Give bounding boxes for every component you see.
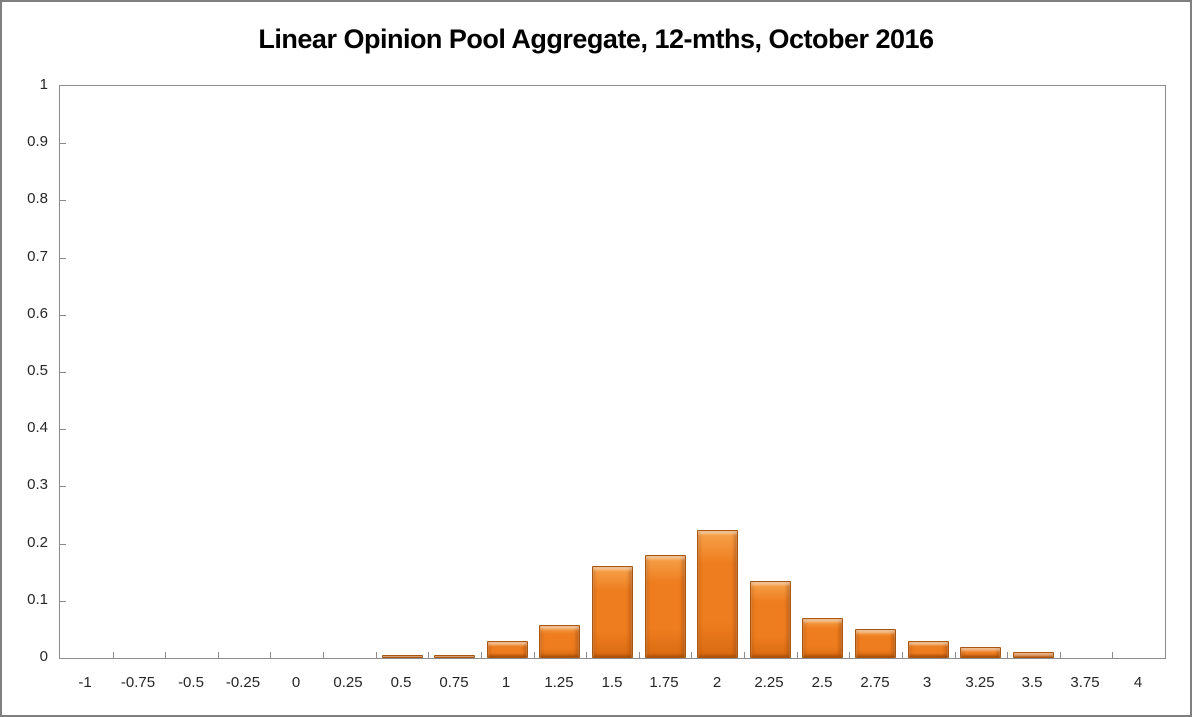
y-axis-tick-label: 0.8 [27, 190, 48, 208]
x-axis-tick-mark [955, 652, 956, 658]
x-axis-tick-label: 4 [1133, 674, 1143, 691]
bar [592, 566, 633, 658]
y-axis-tick-mark [60, 257, 66, 259]
x-axis-tick-label: 3.75 [1070, 674, 1100, 691]
y-axis-tick-label: 0.5 [27, 362, 48, 379]
x-axis-tick-label: 1 [501, 674, 511, 691]
x-axis-tick-label: 1.75 [649, 674, 679, 691]
x-axis-tick-mark [376, 652, 377, 658]
x-axis-tick-mark [849, 652, 850, 658]
x-axis-tick-mark [113, 652, 114, 658]
y-axis-tick-mark [60, 372, 66, 373]
x-axis-tick-label: 0.75 [439, 674, 469, 691]
bar [1013, 652, 1054, 658]
x-axis-tick-label: 2.75 [860, 674, 890, 691]
y-axis-tick-mark [60, 314, 66, 316]
y-axis-tick-label: 0.9 [27, 133, 48, 151]
y-axis-tick-label: 0.3 [27, 476, 48, 494]
y-axis-tick-mark [60, 143, 66, 145]
x-axis-tick-mark [481, 652, 482, 658]
plot-area [59, 85, 1166, 659]
x-axis-tick-label: 2.5 [811, 674, 833, 691]
bar [802, 618, 843, 658]
x-axis-tick-label: 3.5 [1021, 674, 1043, 691]
bar [487, 641, 528, 658]
x-axis-tick-label: -1 [78, 674, 92, 691]
x-axis-tick-label: 2.25 [754, 674, 784, 691]
bar [539, 625, 580, 658]
x-axis-tick-mark [218, 652, 219, 658]
x-axis-tick-mark [639, 652, 640, 658]
x-axis-tick-label: -0.5 [178, 674, 204, 691]
x-axis-tick-mark [1060, 652, 1061, 658]
x-axis-tick-mark [691, 652, 692, 658]
y-axis-tick-label: 0.1 [27, 590, 48, 608]
x-axis-tick-label: 0.25 [333, 674, 363, 691]
y-axis-tick-label: 0.2 [27, 533, 48, 551]
bar [855, 629, 896, 658]
x-axis-tick-label: 0 [291, 674, 301, 691]
y-axis-tick-mark [60, 543, 66, 545]
x-axis-tick-mark [902, 652, 903, 658]
bar [382, 655, 423, 658]
y-axis-tick-label: 0.7 [27, 247, 48, 265]
x-axis-tick-label: 1.25 [544, 674, 574, 691]
x-axis-tick-label: 2 [712, 674, 722, 691]
x-axis-tick-label: 1.5 [601, 674, 623, 691]
x-axis-tick-mark [428, 652, 429, 658]
bar [434, 655, 475, 658]
bar [960, 647, 1001, 658]
y-axis-tick-label: 1 [39, 76, 48, 93]
bar [908, 641, 949, 658]
x-axis-tick-mark [1007, 652, 1008, 658]
x-axis-tick-label: 3.25 [965, 674, 995, 691]
bar [750, 581, 791, 658]
y-axis-tick-label: 0.6 [27, 304, 48, 322]
y-axis-tick-mark [60, 200, 66, 202]
bar [645, 555, 686, 658]
x-axis-tick-mark [586, 652, 587, 658]
x-axis-tick-label: 3 [922, 674, 932, 691]
y-axis-tick-label: 0 [39, 648, 48, 665]
chart-title: Linear Opinion Pool Aggregate, 12-mths, … [258, 24, 934, 54]
x-axis-tick-mark [323, 652, 324, 658]
x-axis-tick-label: -0.25 [225, 674, 261, 691]
bar [697, 530, 738, 658]
y-axis-tick-label: 0.4 [27, 419, 48, 437]
x-axis-tick-mark [744, 652, 745, 658]
x-axis-tick-mark [797, 652, 798, 658]
x-axis-tick-mark [1112, 652, 1113, 658]
x-axis-tick-label: -0.75 [120, 674, 156, 691]
y-axis-tick-mark [60, 486, 66, 488]
x-axis-tick-label: 0.5 [390, 674, 412, 691]
x-axis-tick-mark [165, 652, 166, 658]
y-axis-tick-mark [60, 600, 66, 602]
x-axis-tick-mark [534, 652, 535, 658]
y-axis-tick-mark [60, 429, 66, 431]
x-axis-tick-mark [270, 652, 271, 658]
